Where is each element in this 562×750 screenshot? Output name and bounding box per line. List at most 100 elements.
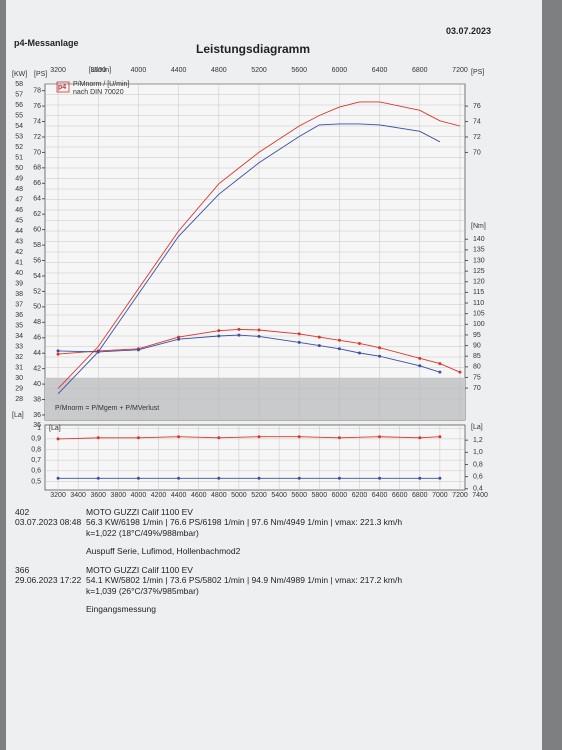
point xyxy=(257,328,261,332)
y-tick-label: 51 xyxy=(15,154,23,161)
x-tick-label: 3600 xyxy=(90,67,106,74)
point xyxy=(297,340,301,344)
point xyxy=(418,364,422,368)
corner-label: 36 xyxy=(33,422,41,429)
x-tick-label: 6000 xyxy=(332,492,348,499)
x-tick-label: 6800 xyxy=(412,492,428,499)
point xyxy=(337,347,341,351)
ps-tick-label: 38 xyxy=(33,396,41,403)
point xyxy=(56,476,60,480)
x-tick-label: 5200 xyxy=(251,67,267,74)
y2-tick-label: 85 xyxy=(473,353,481,360)
lab-name: p4-Messanlage xyxy=(14,38,79,48)
y2-tick-label: 100 xyxy=(473,321,485,328)
right-ps-tick-label: 70 xyxy=(473,149,481,156)
ps-tick-label: 40 xyxy=(33,381,41,388)
y2-tick-label: 1,2 xyxy=(473,437,483,444)
x-tick-label: 3400 xyxy=(70,492,86,499)
x-tick-label: 5000 xyxy=(231,492,247,499)
y-tick-label: 33 xyxy=(15,343,23,350)
y2-tick-label: 1,0 xyxy=(473,449,483,456)
point xyxy=(438,435,442,439)
ps-tick-label: 66 xyxy=(33,180,41,187)
x-tick-label: 3800 xyxy=(111,492,127,499)
y-tick-label: 50 xyxy=(15,165,23,172)
point xyxy=(378,435,382,439)
y2-tick-label: 130 xyxy=(473,257,485,264)
y-tick-label: 36 xyxy=(15,312,23,319)
x-tick-label: 5200 xyxy=(251,492,267,499)
point xyxy=(337,436,341,440)
point xyxy=(177,335,181,339)
y2-unit: [La] xyxy=(471,424,483,431)
x-tick-label: 6800 xyxy=(412,67,428,74)
ps-tick-label: 64 xyxy=(33,196,41,203)
x-unit: [U/min] xyxy=(89,67,111,74)
y-tick-label: 40 xyxy=(15,270,23,277)
ps-tick-label: 52 xyxy=(33,288,41,295)
y-tick-label: 45 xyxy=(15,217,23,224)
y-tick-label: 56 xyxy=(15,102,23,109)
run-datetime: 03.07.2023 08:48 xyxy=(15,517,82,527)
x-tick-label: 7400 xyxy=(472,492,488,499)
series-line xyxy=(57,123,441,395)
x-tick-label: 7200 xyxy=(452,492,468,499)
run-result: 54.1 KW/5802 1/min | 73.6 PS/5802 1/min … xyxy=(86,575,403,585)
y-tick-label: 42 xyxy=(15,249,23,256)
point xyxy=(438,476,442,480)
ps-tick-label: 44 xyxy=(33,350,41,357)
point xyxy=(136,436,140,440)
y-tick-label: 34 xyxy=(15,333,23,340)
x-tick-label: 6600 xyxy=(392,492,408,499)
logo: p4 xyxy=(58,84,66,91)
y-tick-label: 0,8 xyxy=(31,446,41,453)
ps-tick-label: 72 xyxy=(33,134,41,141)
run-result: 56.3 KW/6198 1/min | 76.6 PS/6198 1/min … xyxy=(86,517,403,527)
y-tick-label: 43 xyxy=(15,238,23,245)
right-ps-tick-label: 76 xyxy=(473,103,481,110)
y-tick-label: 44 xyxy=(15,228,23,235)
y-tick-label: 41 xyxy=(15,259,23,266)
page-title: Leistungsdiagramm xyxy=(196,42,311,56)
y-tick-label: 55 xyxy=(15,112,23,119)
y-tick-label: 0,7 xyxy=(31,457,41,464)
y2-tick-label: 0,4 xyxy=(473,486,483,493)
y-tick-label: 30 xyxy=(15,375,23,382)
x-tick-label: 4600 xyxy=(191,492,207,499)
point xyxy=(56,349,60,353)
y2-tick-label: 125 xyxy=(473,268,485,275)
run-datetime: 29.06.2023 17:22 xyxy=(15,575,82,585)
y-tick-label: 1 xyxy=(37,425,41,432)
y-tick-label: 57 xyxy=(15,91,23,98)
point xyxy=(378,354,382,358)
x-tick-label: 5600 xyxy=(291,67,307,74)
point xyxy=(217,436,221,440)
ps-tick-label: 70 xyxy=(33,149,41,156)
x-tick-label: 4400 xyxy=(171,67,187,74)
x-tick-label: 6000 xyxy=(332,67,348,74)
x-tick-label: 6400 xyxy=(372,67,388,74)
point xyxy=(177,435,181,439)
y-tick-label: 53 xyxy=(15,133,23,140)
point xyxy=(418,436,422,440)
point xyxy=(337,338,341,342)
ps-tick-label: 56 xyxy=(33,257,41,264)
series-line xyxy=(58,334,441,373)
y2-tick-label: 120 xyxy=(473,279,485,286)
logo-box xyxy=(56,81,70,93)
y2-tick-label: 90 xyxy=(473,342,481,349)
point xyxy=(177,337,181,341)
point xyxy=(357,341,361,345)
point xyxy=(418,476,422,480)
plot-area xyxy=(44,424,466,491)
y2-tick-label: 110 xyxy=(473,300,484,307)
run-id: 366 xyxy=(15,565,30,575)
x-tick-label: 6200 xyxy=(352,492,368,499)
ps-tick-label: 62 xyxy=(33,211,41,218)
right-ps-tick-label: 74 xyxy=(473,118,481,125)
y-unit: [La] xyxy=(12,412,24,419)
x-tick-label: 5600 xyxy=(291,492,307,499)
y2-tick-label: 105 xyxy=(473,311,485,318)
